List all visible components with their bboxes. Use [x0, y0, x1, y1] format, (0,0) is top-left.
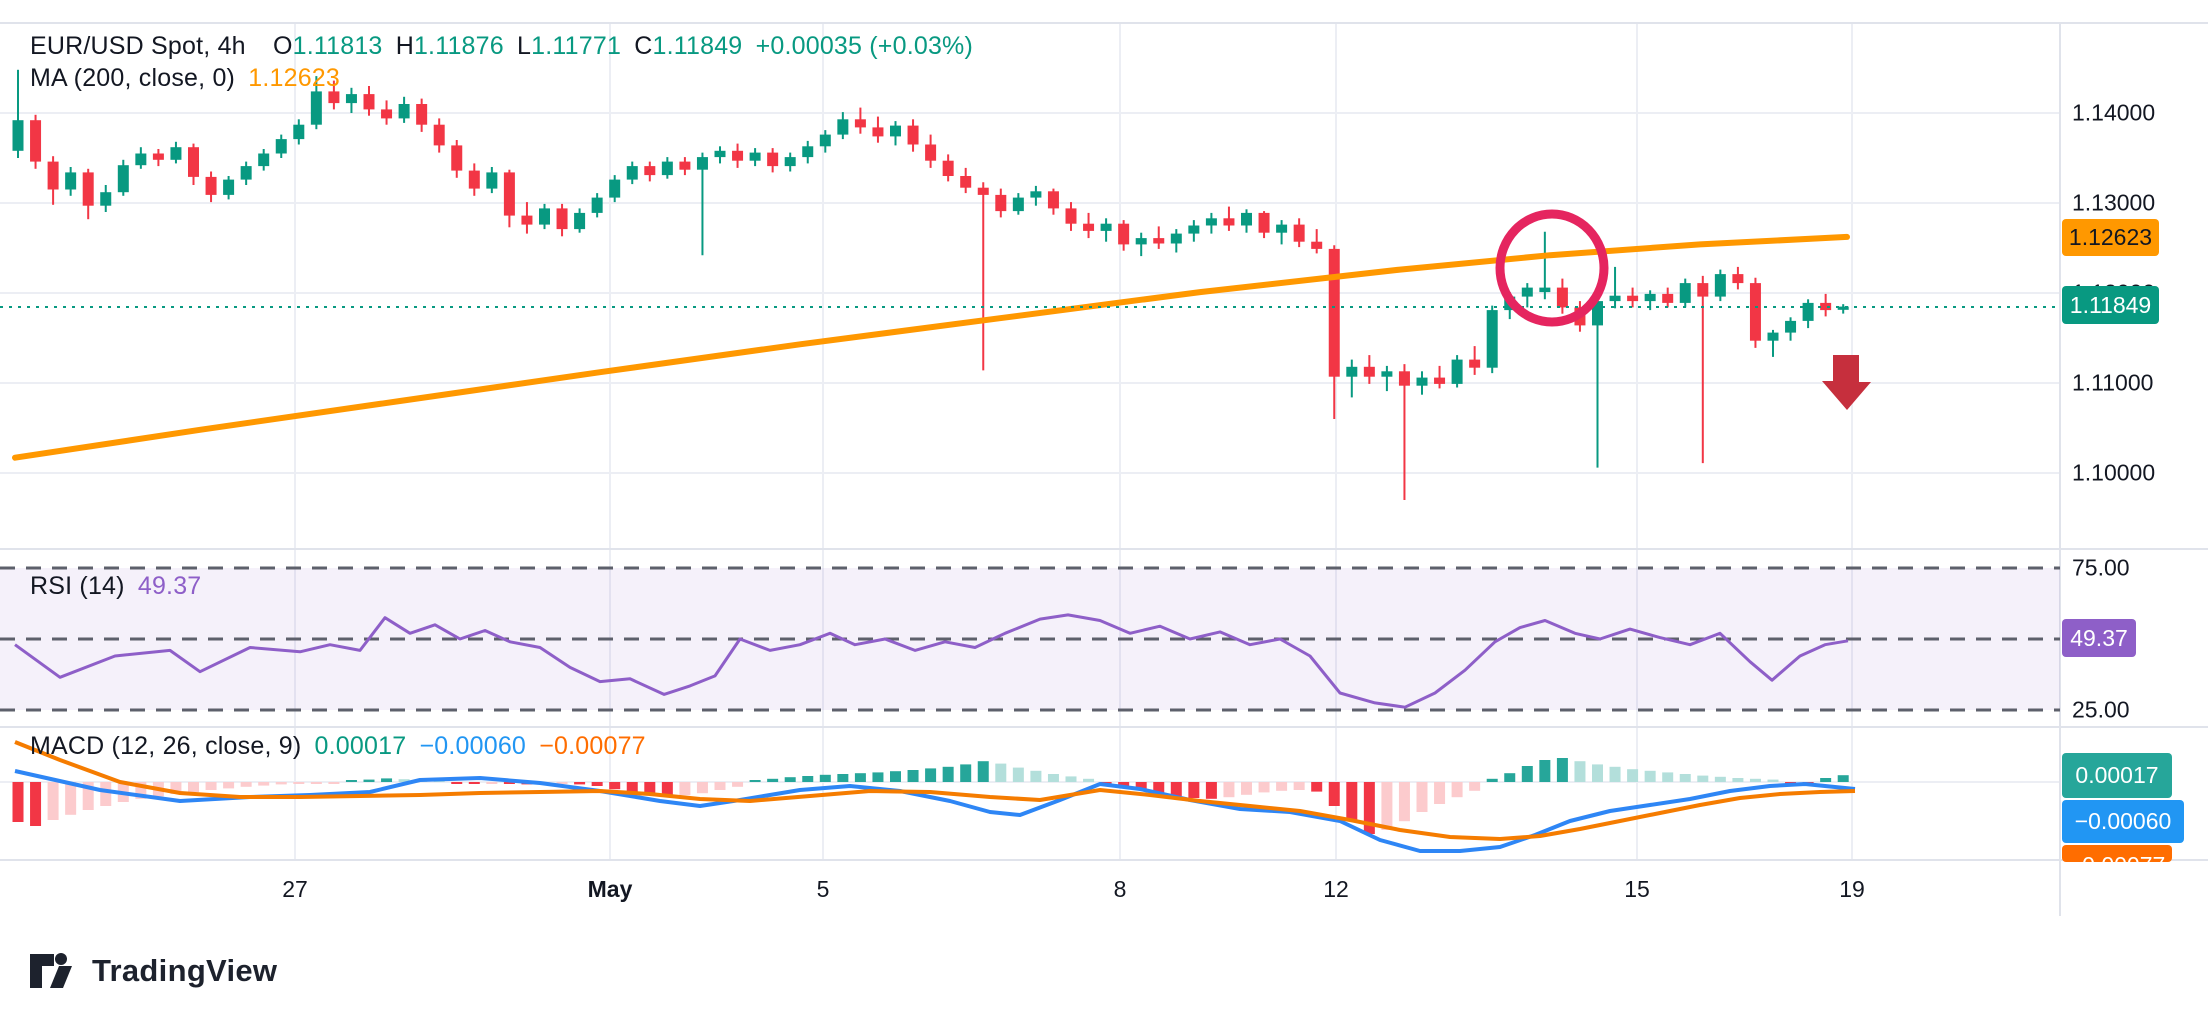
axis-label-1.10000: 1.10000	[2072, 459, 2156, 486]
axis-label-1.13000: 1.13000	[2072, 189, 2156, 216]
axis-label-1.11000: 1.11000	[2072, 369, 2154, 396]
open-value: 1.11813	[292, 32, 383, 60]
tradingview-logo-text: TradingView	[92, 953, 278, 988]
axis-label-25.00: 25.00	[2072, 696, 2130, 723]
axis-label-1.14000: 1.14000	[2072, 99, 2156, 126]
ma-value: 1.12623	[248, 64, 341, 92]
rsi-value: 49.37	[137, 572, 202, 600]
time-label-5: 5	[816, 876, 830, 902]
rsi-label: RSI (14)	[30, 572, 125, 600]
macd-signal-value: −0.00077	[539, 732, 646, 760]
time-label-19: 19	[1839, 876, 1865, 902]
time-label-12: 12	[1323, 876, 1349, 902]
down-arrow-annotation[interactable]	[1822, 355, 1871, 410]
macd-line-value: −0.00060	[419, 732, 527, 760]
high-value: 1.11876	[413, 32, 504, 60]
change-value: +0.00035 (+0.03%)	[755, 32, 974, 60]
axis-label-75.00: 75.00	[2072, 554, 2130, 581]
tradingview-logo-icon	[30, 953, 72, 988]
ma-label: MA (200, close, 0)	[30, 64, 236, 92]
time-label-8: 8	[1113, 876, 1127, 902]
candles	[12, 69, 1849, 500]
time-label-27: 27	[282, 876, 308, 902]
ma-legend[interactable]: MA (200, close, 0) 1.12623	[30, 64, 346, 93]
high-label: H	[395, 32, 414, 60]
macd-signal-line	[14, 740, 1856, 841]
last-price-badge: 1.11849	[2062, 286, 2159, 324]
low-value: 1.11771	[531, 32, 622, 60]
rsi-dashed-levels	[0, 566, 2060, 712]
macd-label: MACD (12, 26, close, 9)	[30, 732, 302, 760]
open-label: O	[272, 32, 293, 60]
symbol-legend[interactable]: EUR/USD Spot, 4h O1.11813 H1.11876 L1.11…	[30, 32, 979, 61]
rsi-value-badge: 49.37	[2062, 619, 2136, 657]
panel-separators	[0, 22, 2208, 916]
time-label-May: May	[587, 876, 633, 902]
ma-price-badge: 1.12623	[2062, 219, 2159, 256]
macd-hist-value: 0.00017	[314, 732, 407, 760]
tradingview-logo[interactable]: TradingView	[28, 948, 277, 994]
low-label: L	[517, 32, 532, 60]
rsi-legend[interactable]: RSI (14) 49.37	[30, 572, 207, 601]
circle-annotation[interactable]	[1495, 209, 1609, 327]
macd-hist-badge: 0.00017	[2062, 753, 2172, 798]
time-label-15: 15	[1624, 876, 1650, 902]
macd-line-badge: −0.00060	[2062, 800, 2184, 843]
macd-legend[interactable]: MACD (12, 26, close, 9) 0.00017 −0.00060…	[30, 732, 652, 761]
close-value: 1.11849	[652, 32, 743, 60]
macd-signal-badge: −0.00077	[2062, 845, 2172, 862]
close-label: C	[634, 32, 653, 60]
ma-200-line	[12, 233, 1850, 461]
symbol-title: EUR/USD Spot, 4h	[30, 32, 246, 60]
rsi-line	[14, 613, 1849, 709]
